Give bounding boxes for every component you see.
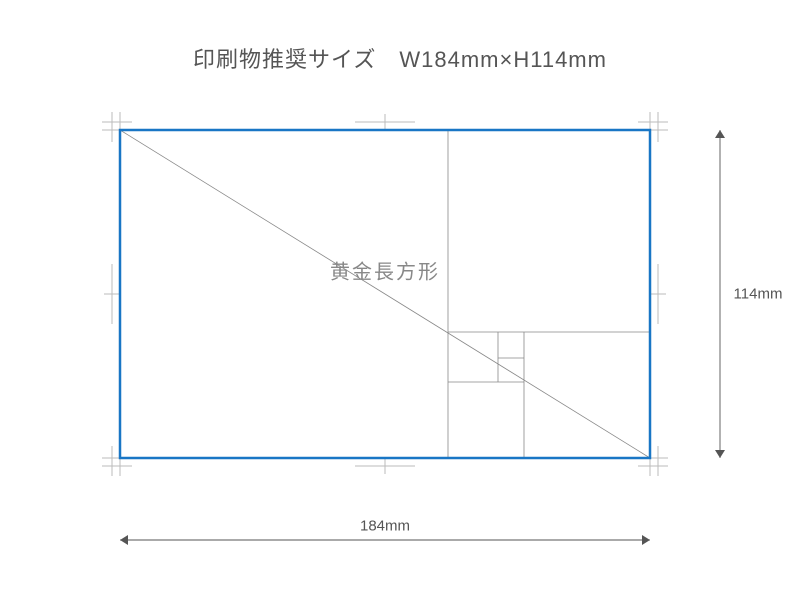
diagram-svg <box>0 0 800 600</box>
width-dimension-label: 184mm <box>360 518 410 535</box>
diagram-canvas: 印刷物推奨サイズ W184mm×H114mm 黄金長方形 184mm 114mm <box>0 0 800 600</box>
height-dimension-label: 114mm <box>734 286 783 303</box>
golden-rectangle-label: 黄金長方形 <box>330 256 440 285</box>
